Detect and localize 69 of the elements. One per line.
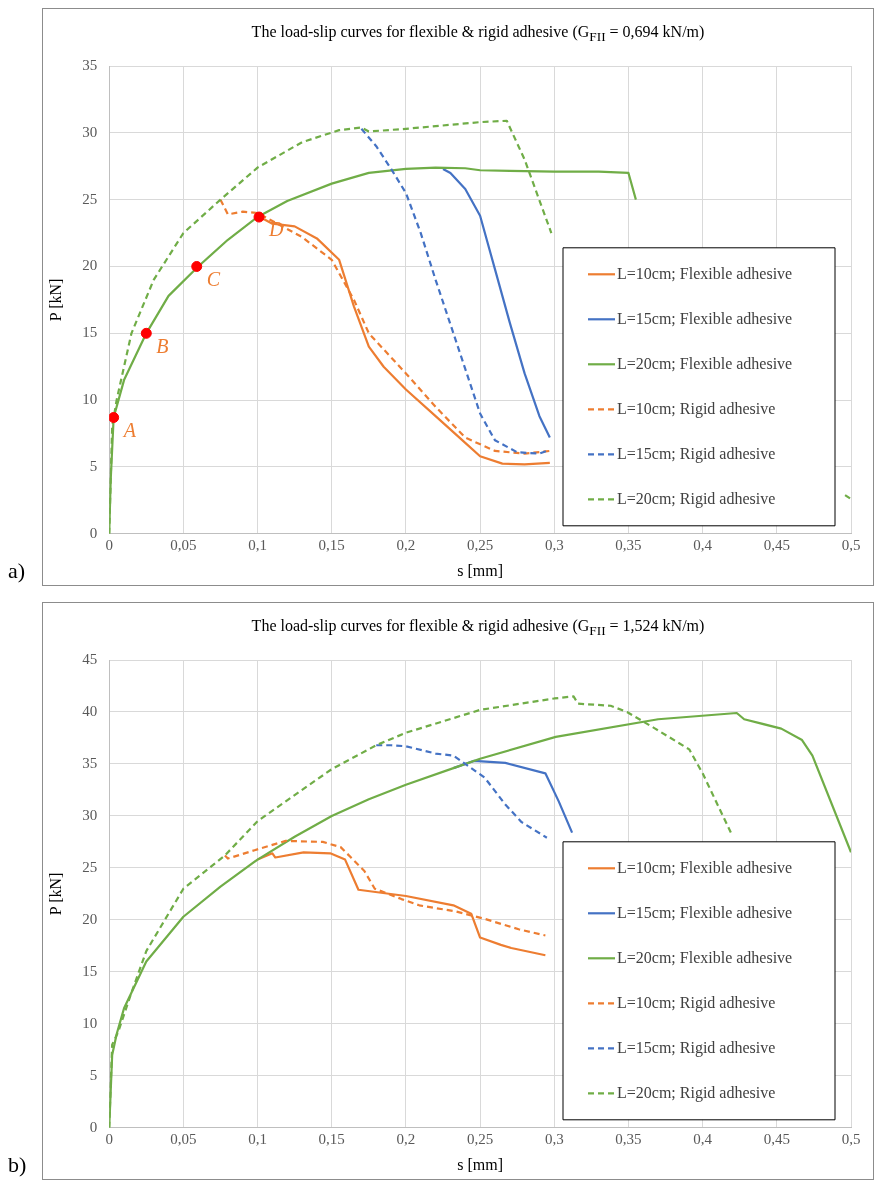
legend-label: L=15cm; Flexible adhesive <box>617 309 793 327</box>
y-tick-label: 30 <box>82 123 98 140</box>
annotation: A <box>121 418 137 441</box>
legend-label: L=20cm; Flexible adhesive <box>617 354 793 372</box>
x-tick-label: 0,2 <box>396 1131 416 1148</box>
x-tick-label: 0,4 <box>693 536 713 553</box>
x-tick-label: 0,15 <box>318 1131 345 1148</box>
y-axis-title: P [kN] <box>46 278 64 322</box>
x-tick-label: 0,1 <box>248 536 267 553</box>
chart-title: The load-slip curves for flexible & rigid adhesive (G$_{FII}$ = 0,694 kN/m) <box>250 22 706 46</box>
legend-label: L=15cm; Rigid adhesive <box>617 444 776 463</box>
line-series <box>360 127 548 455</box>
y-tick-label: 5 <box>89 458 98 475</box>
x-tick-label: 0,4 <box>693 1131 713 1148</box>
y-tick-label: 25 <box>82 859 98 876</box>
y-tick-label: 40 <box>82 703 98 720</box>
x-tick-label: 0,5 <box>841 1131 861 1148</box>
chart-title: The load-slip curves for flexible & rigid adhesive (G$_{FII}$ = 1,524 kN/m) <box>250 616 706 640</box>
point <box>109 412 120 424</box>
x-tick-label: 0 <box>105 1131 113 1148</box>
legend-label: L=10cm; Rigid adhesive <box>617 399 776 418</box>
x-tick-label: 0,2 <box>396 536 416 553</box>
y-tick-label: 15 <box>82 324 98 341</box>
legend-label: L=15cm; Rigid adhesive <box>617 1038 776 1057</box>
point <box>253 211 265 223</box>
x-tick-label: 0,3 <box>544 536 564 553</box>
point <box>140 328 152 339</box>
legend-label: L=20cm; Rigid adhesive <box>617 489 776 508</box>
x-tick-label: 0,35 <box>615 1131 642 1148</box>
y-tick-label: 0 <box>89 1119 98 1136</box>
text: b) <box>8 1152 28 1179</box>
legend-label: L=10cm; Flexible adhesive <box>617 264 793 282</box>
x-tick-label: 0,05 <box>170 1131 197 1148</box>
x-tick-label: 0,35 <box>615 536 642 553</box>
x-tick-label: 0,45 <box>763 536 790 553</box>
legend-label: L=20cm; Flexible adhesive <box>617 948 793 966</box>
x-axis-title: s [mm] <box>457 1155 503 1173</box>
x-tick-label: 0,3 <box>544 1131 564 1148</box>
x-tick-label: 0,15 <box>318 536 345 553</box>
legend-label: L=15cm; Flexible adhesive <box>617 903 793 921</box>
line-series <box>375 744 548 840</box>
y-tick-label: 35 <box>82 57 98 74</box>
y-tick-label: 20 <box>82 911 98 928</box>
y-tick-label: 30 <box>82 807 98 824</box>
x-tick-label: 0,5 <box>841 536 861 553</box>
y-tick-label: 10 <box>82 391 98 408</box>
x-tick-label: 0,25 <box>466 1131 494 1148</box>
y-tick-label: 20 <box>82 257 98 274</box>
x-axis-title: s [mm] <box>457 561 503 579</box>
annotation: C <box>206 267 221 290</box>
y-tick-label: 25 <box>82 190 98 207</box>
legend-label: L=20cm; Rigid adhesive <box>617 1083 776 1102</box>
x-tick-label: 0,25 <box>466 536 494 553</box>
x-tick-label: 0,1 <box>248 1131 267 1148</box>
x-tick-label: 0,05 <box>170 536 197 553</box>
y-tick-label: 35 <box>82 755 98 772</box>
y-tick-label: 10 <box>82 1015 98 1032</box>
point <box>191 261 203 273</box>
annotation: B <box>156 334 169 357</box>
y-tick-label: 15 <box>82 963 98 980</box>
x-tick-label: 0,45 <box>763 1131 790 1148</box>
text: a) <box>8 558 27 585</box>
legend-label: L=10cm; Rigid adhesive <box>617 993 776 1012</box>
y-tick-label: 45 <box>82 651 98 668</box>
y-tick-label: 5 <box>89 1067 98 1084</box>
y-axis-title: P [kN] <box>46 873 64 916</box>
x-tick-label: 0 <box>105 536 113 553</box>
y-tick-label: 0 <box>89 524 98 541</box>
legend-label: L=10cm; Flexible adhesive <box>617 858 793 876</box>
